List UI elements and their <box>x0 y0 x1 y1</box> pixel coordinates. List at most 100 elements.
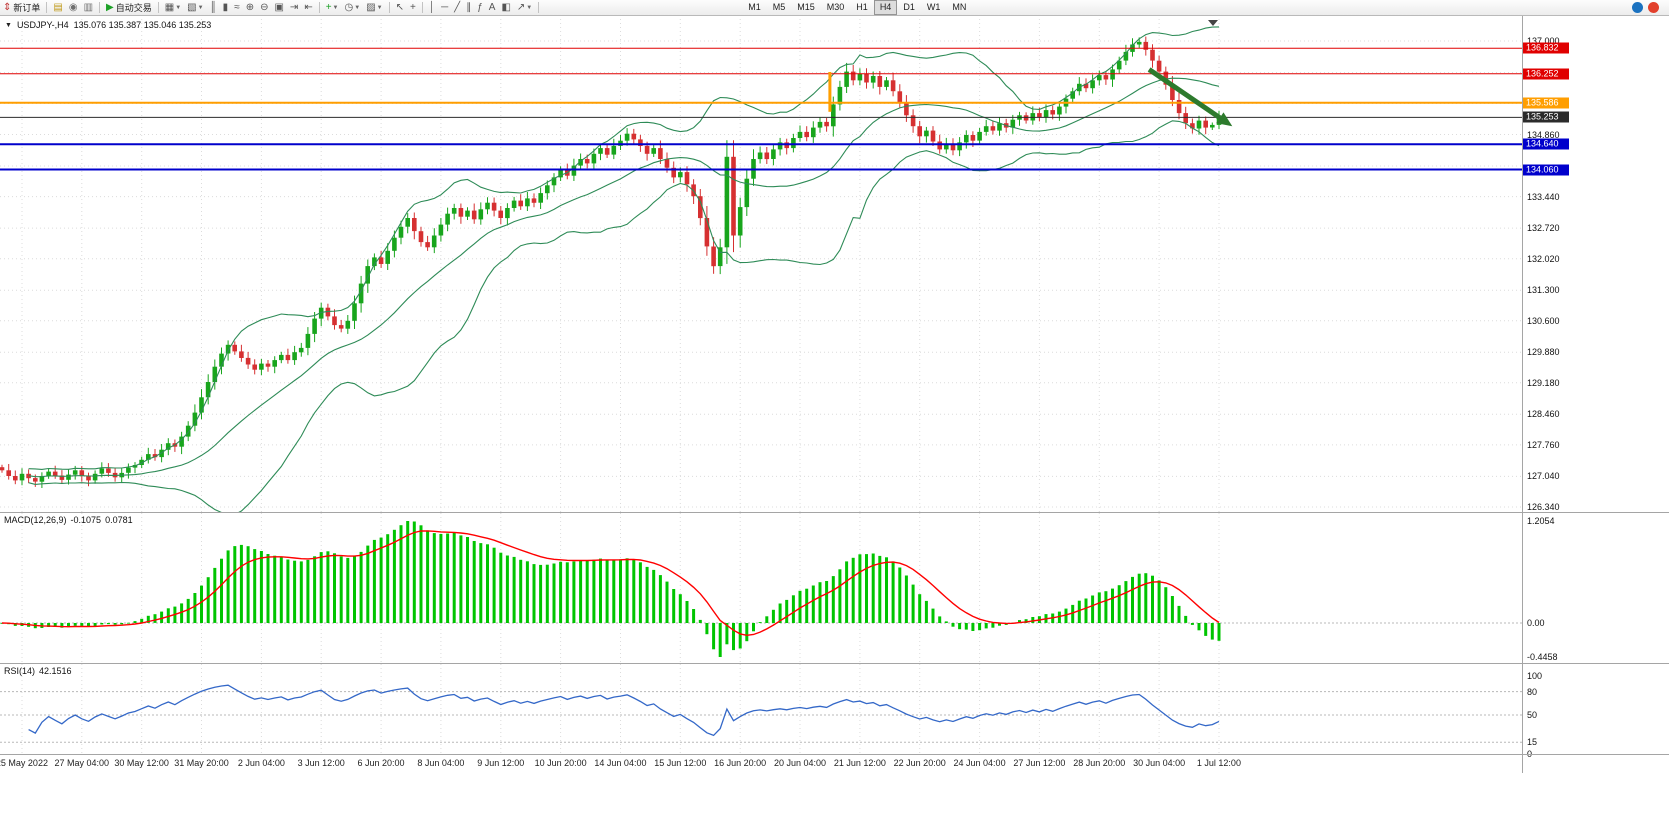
price-axis[interactable]: 126.340 127.040 127.760 128.460 129.180 129.8… <box>1523 0 1669 821</box>
crosshair-icon[interactable]: + <box>407 1 419 14</box>
time-label: 25 May 2022 <box>0 758 48 768</box>
macd-histogram-bar <box>1097 592 1101 623</box>
new-chart-icon[interactable]: ▦ ▼ <box>162 1 184 14</box>
macd-histogram-bar <box>67 623 70 628</box>
label-icon[interactable]: ◧ <box>498 1 513 14</box>
new-order-button[interactable]: ⇕ 新订单 <box>0 1 43 14</box>
navigator-icon[interactable]: ▥ <box>81 1 96 14</box>
candle-body <box>425 242 430 248</box>
candle-body <box>684 172 690 185</box>
candle-body <box>345 320 351 329</box>
macd-histogram-bar <box>612 559 616 623</box>
cursor-icon[interactable]: ↖ <box>393 1 407 14</box>
timeframe-m30-button[interactable]: M30 <box>826 2 845 12</box>
horizontal-line-icon: ─ <box>441 2 449 13</box>
arrows-icon[interactable]: ↗ ▼ <box>514 1 535 14</box>
trend-arrow-head[interactable] <box>1216 112 1233 127</box>
macd-histogram-bar <box>1071 604 1075 623</box>
one-click-expand-icon[interactable]: ▼ <box>5 21 12 29</box>
candle-body <box>305 333 311 348</box>
auto-scroll-icon[interactable]: ⇥ <box>287 1 301 14</box>
timeframe-mn-button[interactable]: MN <box>952 2 967 12</box>
timeframe-h4-button[interactable]: H4 <box>873 0 898 15</box>
candle-body <box>990 126 996 131</box>
indicators-icon[interactable]: + ▼ <box>323 1 342 14</box>
candle-body <box>219 353 224 367</box>
candle-body <box>1050 110 1055 115</box>
macd-histogram-bar <box>851 557 855 623</box>
rsi-panel-separator[interactable] <box>0 663 1669 664</box>
macd-histogram-bar <box>1057 611 1061 623</box>
candle-body <box>458 208 464 217</box>
bar-chart-icon[interactable]: ║ <box>207 1 220 14</box>
time-axis[interactable]: 25 May 2022 27 May 04:00 30 May 12:00 31 Ma… <box>0 755 1522 772</box>
community-icon[interactable] <box>1632 2 1643 13</box>
macd-histogram-bar <box>1077 600 1081 623</box>
price-chart[interactable] <box>0 15 1522 512</box>
macd-histogram-bar <box>153 614 157 623</box>
candle-body <box>757 152 763 160</box>
candle-body <box>1210 124 1215 128</box>
zoom-in-icon: ⊕ <box>245 2 255 13</box>
profiles-icon[interactable]: ▧ ▼ <box>184 1 206 14</box>
timeframe-m1-button[interactable]: M1 <box>748 2 761 12</box>
new-order-button-label: 新订单 <box>13 3 41 13</box>
timeframe-d1-button[interactable]: D1 <box>903 2 915 12</box>
line-chart-icon[interactable]: ≈ <box>231 1 243 14</box>
macd-histogram-bar <box>60 623 64 628</box>
time-label: 22 Jun 20:00 <box>893 758 946 768</box>
line-chart-icon: ≈ <box>234 2 240 13</box>
timeframe-m5-button[interactable]: M5 <box>772 2 786 12</box>
macd-histogram-bar <box>632 559 636 623</box>
time-label: 2 Jun 04:00 <box>237 758 285 768</box>
tile-windows-icon[interactable]: ▣ <box>271 1 286 14</box>
zoom-out-icon[interactable]: ⊖ <box>257 1 271 14</box>
timeframe-h1-button[interactable]: H1 <box>856 2 868 12</box>
macd-histogram-bar <box>692 609 696 623</box>
text-icon[interactable]: A <box>486 1 499 14</box>
horizontal-line-icon[interactable]: ─ <box>438 1 451 14</box>
macd-histogram-bar <box>619 559 622 623</box>
candle-body <box>1110 69 1115 80</box>
macd-histogram-bar <box>432 533 436 623</box>
rsi-indicator-label: RSI(14) 42.1516 <box>4 666 72 676</box>
notifications-icon[interactable] <box>1648 2 1659 13</box>
autotrading-button[interactable]: ▶ 自动交易 <box>103 1 155 14</box>
vertical-line-icon[interactable]: │ <box>426 1 438 14</box>
rsi-chart[interactable] <box>0 664 1522 754</box>
fibonacci-icon[interactable]: ƒ <box>474 1 486 14</box>
templates-icon[interactable]: ▨ ▼ <box>363 1 385 14</box>
candle-body <box>604 148 610 155</box>
macd-histogram-bar <box>825 581 829 623</box>
candle-chart-icon[interactable]: ▮ <box>220 1 232 14</box>
main-chart-panel: ▼ USDJPY-,H4 135.076 135.387 135.046 135… <box>0 15 1522 512</box>
price-tag-135.253: 135.253 <box>1523 111 1569 123</box>
candle-body <box>358 283 364 304</box>
macd-histogram-bar <box>1091 595 1095 623</box>
macd-histogram-bar <box>712 623 716 650</box>
macd-histogram-bar <box>226 550 230 623</box>
macd-panel-separator[interactable] <box>0 512 1669 513</box>
candle-body <box>545 185 550 194</box>
trend-arrow-shaft[interactable] <box>1147 67 1222 120</box>
market-watch-icon[interactable]: ▤ <box>50 1 65 14</box>
macd-value: -0.1075 <box>70 515 102 525</box>
macd-histogram-bar <box>140 618 144 623</box>
macd-histogram-bar <box>698 619 702 623</box>
toolbar-separator <box>388 2 390 13</box>
chart-shift-icon[interactable]: ⇤ <box>301 1 315 14</box>
timeframe-m15-button[interactable]: M15 <box>797 2 815 12</box>
chart-shift-marker[interactable] <box>1208 20 1218 26</box>
candle-body <box>717 247 723 267</box>
zoom-in-icon[interactable]: ⊕ <box>243 1 257 14</box>
trendline-icon[interactable]: ╱ <box>451 1 463 14</box>
macd-chart[interactable] <box>0 513 1522 663</box>
periods-icon[interactable]: ◷ ▼ <box>342 1 364 14</box>
timeframe-w1-button[interactable]: W1 <box>926 2 941 12</box>
candle-body <box>418 231 424 243</box>
candle-body <box>791 138 796 149</box>
data-window-icon[interactable]: ◉ <box>66 1 81 14</box>
channel-icon[interactable]: ∥ <box>463 1 474 14</box>
candle-body <box>245 357 251 365</box>
price-tick-label: 129.180 <box>1527 377 1560 388</box>
